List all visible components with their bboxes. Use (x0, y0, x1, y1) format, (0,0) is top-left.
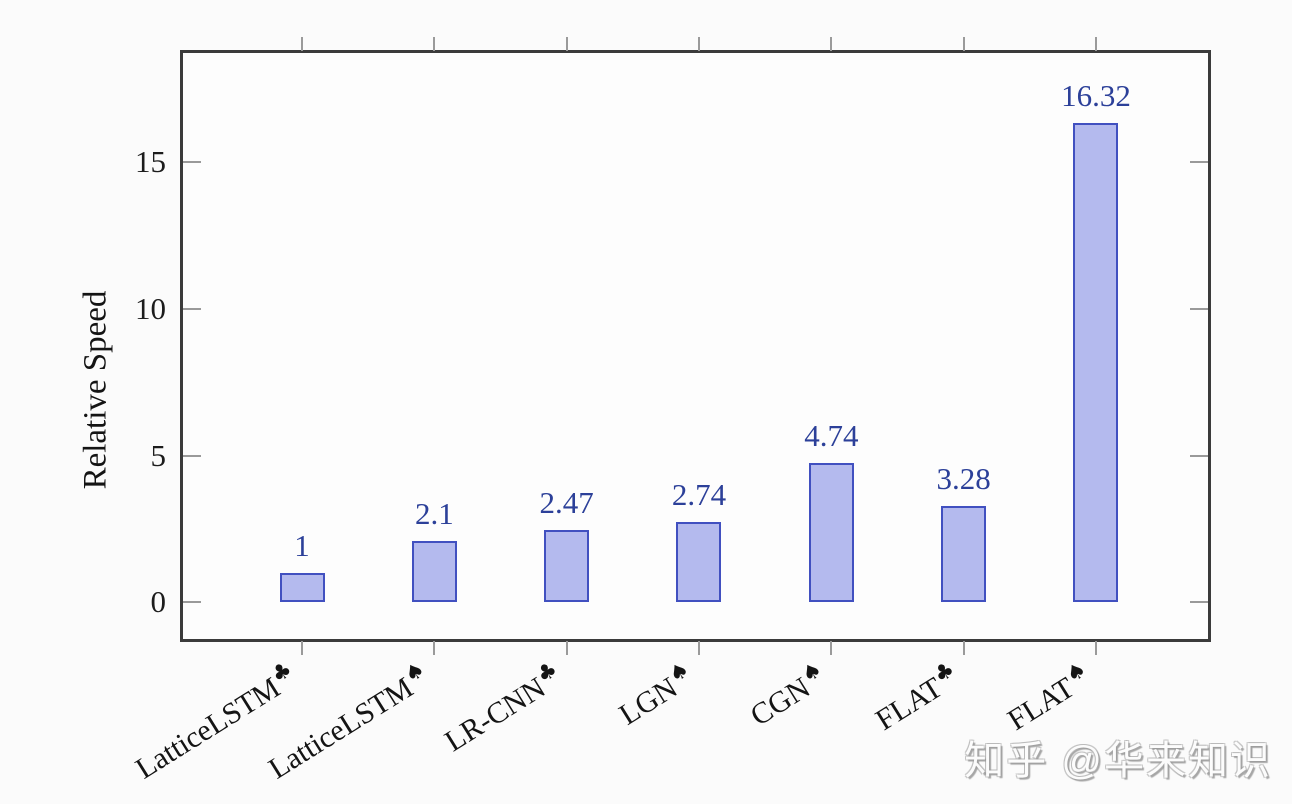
y-tick-left (183, 307, 201, 310)
y-tick-left (183, 454, 201, 457)
y-axis-title: Relative Speed (77, 290, 114, 490)
x-tick-bottom (565, 641, 568, 655)
y-tick-label: 10 (135, 290, 166, 326)
x-tick-top (962, 37, 965, 51)
x-tick-top (301, 37, 303, 51)
x-tick-bottom (697, 641, 700, 655)
bar-value-label: 4.74 (804, 418, 859, 454)
x-category-name: LatticeLSTM (130, 671, 287, 786)
x-tick-top (565, 37, 568, 51)
y-tick-right (1190, 601, 1208, 604)
bar (411, 540, 457, 603)
x-category-label: FLAT♠ (1000, 657, 1098, 738)
bar (279, 572, 325, 603)
y-tick-label: 0 (150, 584, 167, 620)
x-category-name: LR-CNN (438, 671, 551, 759)
y-tick-label: 5 (150, 437, 167, 473)
x-tick-bottom (301, 641, 303, 655)
bar (941, 506, 987, 603)
x-tick-bottom (433, 641, 436, 655)
bar-value-label: 16.32 (1061, 78, 1131, 114)
x-category-name: FLAT (869, 671, 948, 737)
bar-value-label: 2.47 (539, 484, 594, 520)
x-category-label: FLAT♣ (868, 657, 966, 738)
x-category-label: LGN♠ (611, 657, 701, 733)
bar-value-label: 2.1 (414, 495, 454, 531)
y-tick-label: 15 (135, 143, 166, 179)
y-tick-right (1190, 454, 1208, 457)
y-tick-left (183, 601, 201, 604)
bar-value-label: 3.28 (936, 461, 991, 496)
watermark: 知乎 @华来知识 (964, 739, 1272, 783)
x-tick-bottom (830, 641, 833, 655)
x-category-label: LR-CNN♣ (437, 657, 569, 759)
y-tick-right (1190, 307, 1208, 310)
plot-area: 0 5 10 15 1 LatticeLSTM♣ 2.1 LatticeLSTM♠ 2.47 LR… (130, 37, 1208, 786)
bar-value-label: 1 (294, 527, 310, 563)
x-tick-top (1094, 37, 1097, 51)
x-tick-top (433, 37, 436, 51)
x-tick-top (697, 37, 700, 51)
x-tick-bottom (1094, 641, 1097, 655)
y-tick-left (183, 160, 201, 163)
x-tick-top (830, 37, 833, 51)
bar-value-label: 2.74 (671, 476, 727, 512)
x-tick-bottom (962, 641, 965, 655)
bar (1073, 123, 1119, 603)
bar (544, 529, 590, 603)
x-category-label: CGN♠ (742, 657, 833, 733)
bar (808, 463, 854, 603)
y-tick-right (1190, 160, 1208, 163)
plot-frame: 0 5 10 15 1 LatticeLSTM♣ 2.1 LatticeLSTM♠ 2.47 LR… (130, 37, 1211, 786)
bar (676, 521, 722, 603)
